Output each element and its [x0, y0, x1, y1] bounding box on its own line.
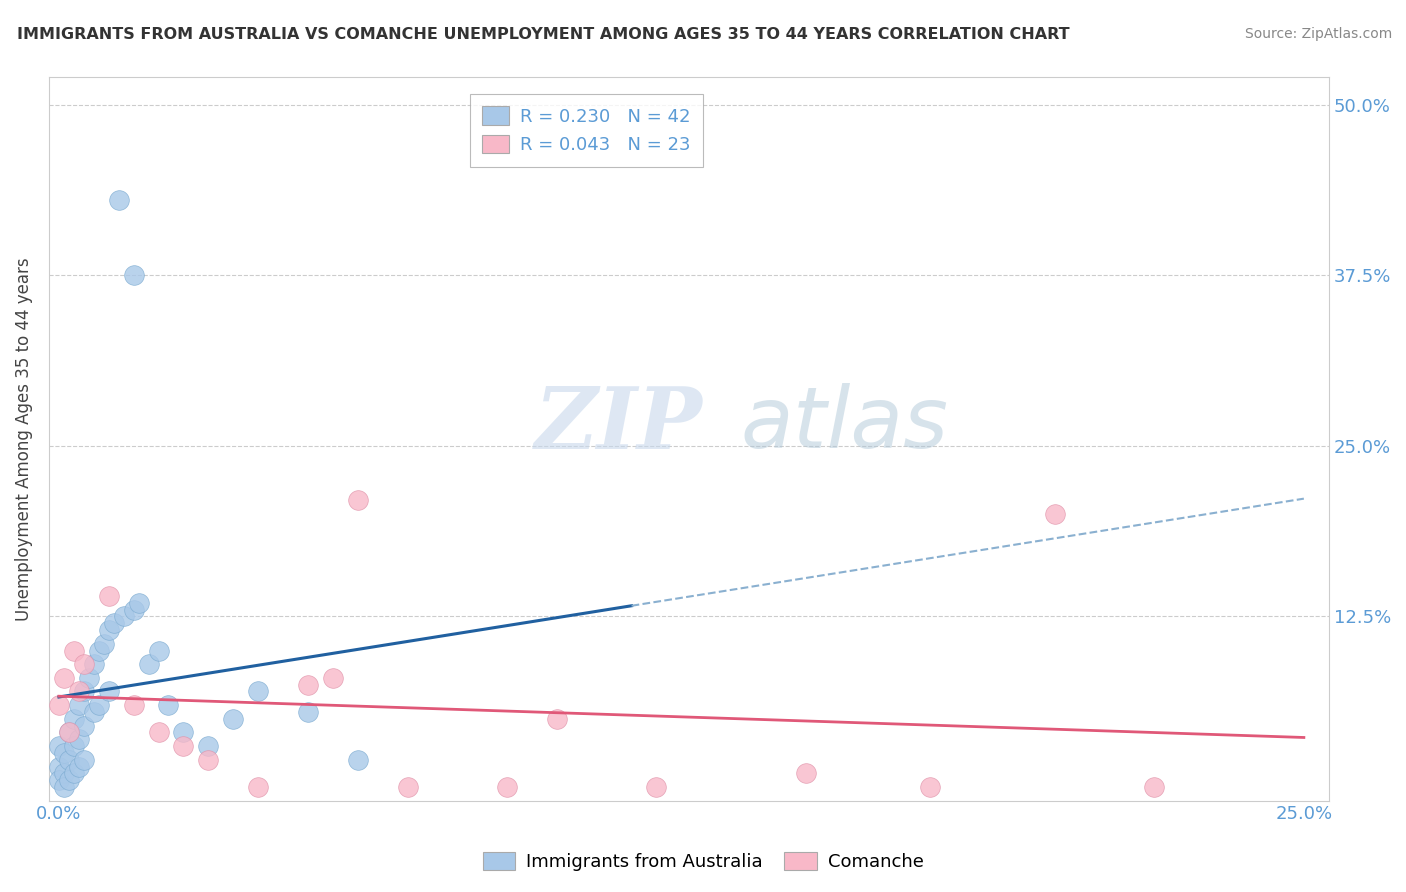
Point [148, 643, 170, 657]
Point [52, 766, 75, 780]
Point [63, 643, 86, 657]
Point [546, 712, 568, 726]
Text: Source: ZipAtlas.com: Source: ZipAtlas.com [1244, 27, 1392, 41]
Point [58, 725, 80, 739]
Text: ZIP: ZIP [536, 383, 703, 467]
Point [48, 698, 70, 712]
Point [297, 678, 319, 692]
Point [247, 684, 270, 698]
Point [77, 671, 100, 685]
Point [48, 759, 70, 773]
Point [87, 698, 110, 712]
Text: IMMIGRANTS FROM AUSTRALIA VS COMANCHE UNEMPLOYMENT AMONG AGES 35 TO 44 YEARS COR: IMMIGRANTS FROM AUSTRALIA VS COMANCHE UN… [17, 27, 1070, 42]
Point [67, 698, 90, 712]
Point [794, 766, 817, 780]
Point [645, 780, 668, 794]
Point [63, 712, 86, 726]
Point [58, 773, 80, 788]
Point [97, 684, 120, 698]
Point [93, 637, 115, 651]
Point [73, 753, 96, 767]
Point [920, 780, 942, 794]
Point [58, 753, 80, 767]
Point [103, 616, 125, 631]
Point [346, 753, 368, 767]
Point [48, 773, 70, 788]
Point [172, 739, 194, 753]
Point [297, 705, 319, 719]
Point [52, 746, 75, 760]
Legend: R = 0.230   N = 42, R = 0.043   N = 23: R = 0.230 N = 42, R = 0.043 N = 23 [470, 94, 703, 167]
Point [122, 602, 145, 616]
Y-axis label: Unemployment Among Ages 35 to 44 years: Unemployment Among Ages 35 to 44 years [15, 257, 32, 621]
Point [148, 725, 170, 739]
Point [496, 780, 519, 794]
Point [322, 671, 344, 685]
Point [97, 623, 120, 637]
Point [138, 657, 160, 672]
Point [52, 671, 75, 685]
Point [128, 596, 150, 610]
Point [346, 493, 368, 508]
Point [52, 780, 75, 794]
Point [396, 780, 419, 794]
Point [83, 657, 105, 672]
Point [247, 780, 270, 794]
Legend: Immigrants from Australia, Comanche: Immigrants from Australia, Comanche [475, 845, 931, 879]
Point [83, 705, 105, 719]
Point [63, 739, 86, 753]
Point [73, 718, 96, 732]
Point [73, 657, 96, 672]
Text: atlas: atlas [740, 383, 948, 466]
Point [172, 725, 194, 739]
Point [1143, 780, 1166, 794]
Point [67, 732, 90, 747]
Point [157, 698, 180, 712]
Point [67, 759, 90, 773]
Point [58, 725, 80, 739]
Point [73, 684, 96, 698]
Point [197, 739, 219, 753]
Point [122, 268, 145, 283]
Point [197, 753, 219, 767]
Point [63, 766, 86, 780]
Point [107, 193, 129, 207]
Point [1043, 507, 1066, 521]
Point [48, 739, 70, 753]
Point [222, 712, 245, 726]
Point [97, 589, 120, 603]
Point [122, 698, 145, 712]
Point [112, 609, 135, 624]
Point [87, 643, 110, 657]
Point [67, 684, 90, 698]
